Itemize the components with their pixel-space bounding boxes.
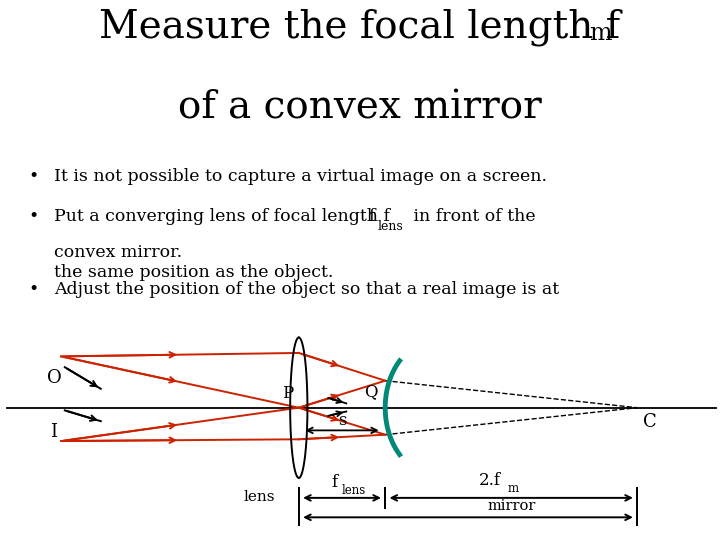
Text: It is not possible to capture a virtual image on a screen.: It is not possible to capture a virtual … xyxy=(54,168,547,185)
Text: lens: lens xyxy=(341,483,366,497)
Text: f: f xyxy=(331,474,338,491)
Text: •: • xyxy=(29,281,39,298)
Text: s: s xyxy=(338,412,346,429)
Text: O: O xyxy=(47,369,61,387)
Text: C: C xyxy=(643,413,657,430)
Text: of a convex mirror: of a convex mirror xyxy=(178,90,542,127)
Text: Put a converging lens of focal length f: Put a converging lens of focal length f xyxy=(54,208,390,225)
Text: lens: lens xyxy=(378,220,404,233)
Text: m: m xyxy=(508,482,518,496)
Text: P: P xyxy=(282,385,293,402)
Text: •: • xyxy=(29,208,39,225)
Text: m: m xyxy=(589,23,611,45)
Text: f: f xyxy=(369,208,375,225)
Text: 2.f: 2.f xyxy=(479,472,501,489)
Text: •: • xyxy=(29,168,39,185)
Text: convex mirror.: convex mirror. xyxy=(54,244,182,261)
Text: I: I xyxy=(50,423,58,441)
Text: Q: Q xyxy=(364,383,378,400)
Text: mirror: mirror xyxy=(487,499,536,513)
Text: the same position as the object.: the same position as the object. xyxy=(54,264,333,280)
Text: Measure the focal length f: Measure the focal length f xyxy=(99,9,621,46)
Text: in front of the: in front of the xyxy=(408,208,536,225)
Text: Adjust the position of the object so that a real image is at: Adjust the position of the object so tha… xyxy=(54,281,559,298)
Text: lens: lens xyxy=(243,490,275,504)
